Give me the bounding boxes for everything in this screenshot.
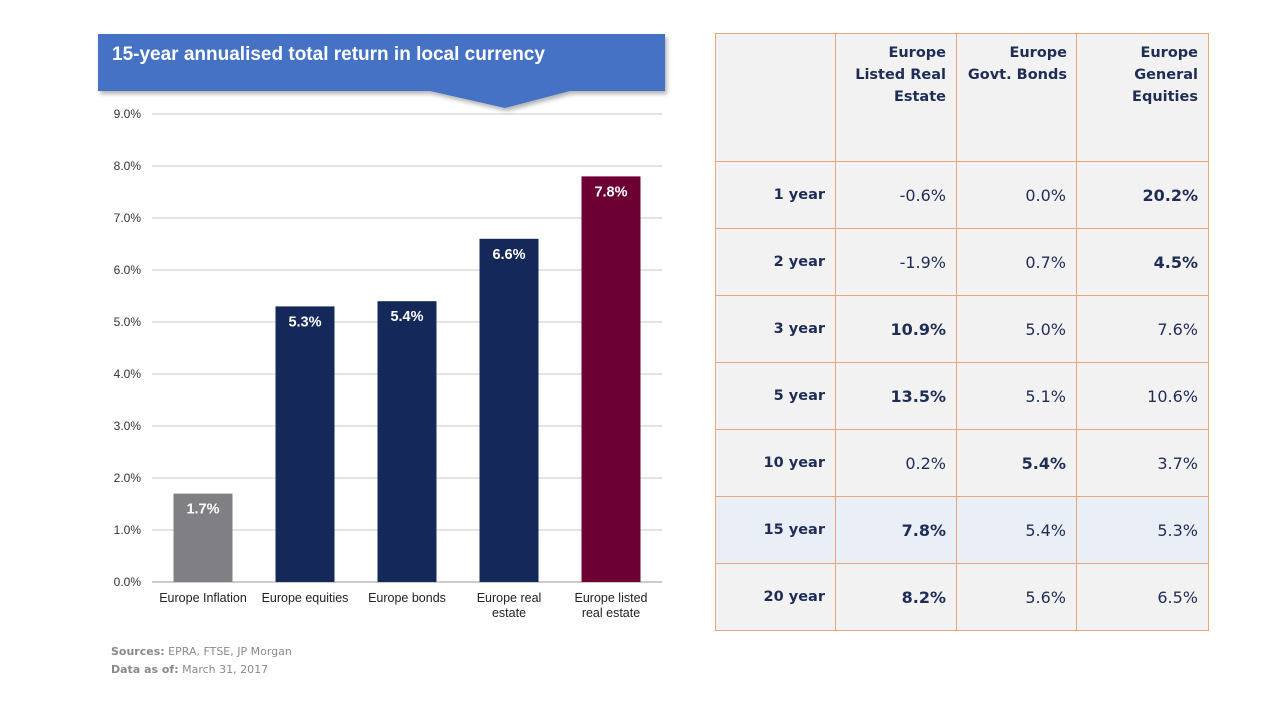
value-cell: 5.4%	[956, 429, 1077, 497]
value-cell: 13.5%	[835, 362, 957, 430]
x-tick-label: Europe listed	[575, 591, 648, 605]
y-tick-label: 5.0%	[114, 315, 142, 329]
value-cell: 10.6%	[1076, 362, 1209, 430]
value-cell: -1.9%	[835, 228, 957, 296]
y-tick-label: 4.0%	[114, 367, 142, 381]
header-listed-real-estate: Europe Listed Real Estate	[835, 33, 957, 162]
y-tick-label: 9.0%	[114, 107, 142, 121]
x-tick-label: Europe real	[477, 591, 542, 605]
data-label: 1.7%	[186, 502, 219, 518]
period-cell: 1 year	[715, 161, 836, 229]
period-cell: 10 year	[715, 429, 836, 497]
period-cell: 3 year	[715, 295, 836, 363]
x-tick-label: real estate	[582, 606, 640, 620]
table-row: 15 year 7.8% 5.4% 5.3%	[715, 496, 1209, 564]
value-cell: 0.7%	[956, 228, 1077, 296]
header-govt-bonds: Europe Govt. Bonds	[956, 33, 1077, 162]
value-cell: 7.8%	[835, 496, 957, 564]
period-cell: 20 year	[715, 563, 836, 631]
table-row: 3 year 10.9% 5.0% 7.6%	[715, 295, 1209, 363]
value-cell: 8.2%	[835, 563, 957, 631]
value-cell: 3.7%	[1076, 429, 1209, 497]
sources-label: Sources:	[111, 645, 165, 658]
sources-value: EPRA, FTSE, JP Morgan	[164, 645, 292, 658]
y-tick-label: 2.0%	[114, 471, 142, 485]
bar-chart: 15-year annualised total return in local…	[98, 34, 665, 620]
y-tick-label: 7.0%	[114, 211, 142, 225]
data-label: 6.6%	[492, 247, 525, 263]
bar	[275, 306, 335, 582]
y-tick-label: 3.0%	[114, 419, 142, 433]
chart-title-banner: 15-year annualised total return in local…	[98, 34, 665, 108]
data-label: 5.3%	[288, 314, 321, 330]
bar	[581, 176, 641, 582]
sources-note: Sources: EPRA, FTSE, JP Morgan Data as o…	[111, 643, 292, 679]
header-empty	[715, 33, 836, 162]
period-cell: 15 year	[715, 496, 836, 564]
value-cell: 7.6%	[1076, 295, 1209, 363]
value-cell: 6.5%	[1076, 563, 1209, 631]
table-row: 10 year 0.2% 5.4% 3.7%	[715, 429, 1209, 497]
table-row: 5 year 13.5% 5.1% 10.6%	[715, 362, 1209, 430]
value-cell: 4.5%	[1076, 228, 1209, 296]
y-tick-label: 6.0%	[114, 263, 142, 277]
x-tick-label: Europe bonds	[368, 591, 446, 605]
bars: 1.7% 5.3% 5.4% 6.6% 7.8%	[173, 176, 641, 583]
table-header-row: Europe Listed Real Estate Europe Govt. B…	[715, 33, 1209, 162]
table-row: 1 year -0.6% 0.0% 20.2%	[715, 161, 1209, 229]
y-tick-label: 8.0%	[114, 159, 142, 173]
value-cell: 0.0%	[956, 161, 1077, 229]
value-cell: 5.0%	[956, 295, 1077, 363]
x-tick-label: estate	[492, 606, 526, 620]
value-cell: 5.3%	[1076, 496, 1209, 564]
period-cell: 2 year	[715, 228, 836, 296]
bar	[173, 493, 233, 582]
data-label: 5.4%	[390, 309, 423, 325]
period-cell: 5 year	[715, 362, 836, 430]
value-cell: 5.1%	[956, 362, 1077, 430]
sources-line: Sources: EPRA, FTSE, JP Morgan	[111, 643, 292, 661]
y-axis: 0.0% 1.0% 2.0% 3.0% 4.0% 5.0% 6.0% 7.0% 8.0% 9.0%	[114, 107, 142, 589]
value-cell: 10.9%	[835, 295, 957, 363]
y-tick-label: 1.0%	[114, 523, 142, 537]
date-value: March 31, 2017	[178, 663, 269, 676]
date-label: Data as of:	[111, 663, 179, 676]
value-cell: 0.2%	[835, 429, 957, 497]
bar	[479, 238, 539, 583]
y-tick-label: 0.0%	[114, 575, 142, 589]
header-general-equities: Europe General Equities	[1076, 33, 1209, 162]
table-row: 20 year 8.2% 5.6% 6.5%	[715, 563, 1209, 631]
table-row: 2 year -1.9% 0.7% 4.5%	[715, 228, 1209, 296]
value-cell: -0.6%	[835, 161, 957, 229]
x-axis-labels: Europe Inflation Europe equities Europe bo…	[159, 591, 647, 620]
chart-title: 15-year annualised total return in local…	[112, 44, 545, 65]
x-tick-label: Europe Inflation	[159, 591, 247, 605]
date-line: Data as of: March 31, 2017	[111, 661, 292, 679]
value-cell: 5.4%	[956, 496, 1077, 564]
bar	[377, 301, 437, 582]
data-label: 7.8%	[594, 184, 627, 200]
x-tick-label: Europe equities	[262, 591, 349, 605]
returns-table: Europe Listed Real Estate Europe Govt. B…	[715, 33, 1209, 631]
value-cell: 20.2%	[1076, 161, 1209, 229]
value-cell: 5.6%	[956, 563, 1077, 631]
